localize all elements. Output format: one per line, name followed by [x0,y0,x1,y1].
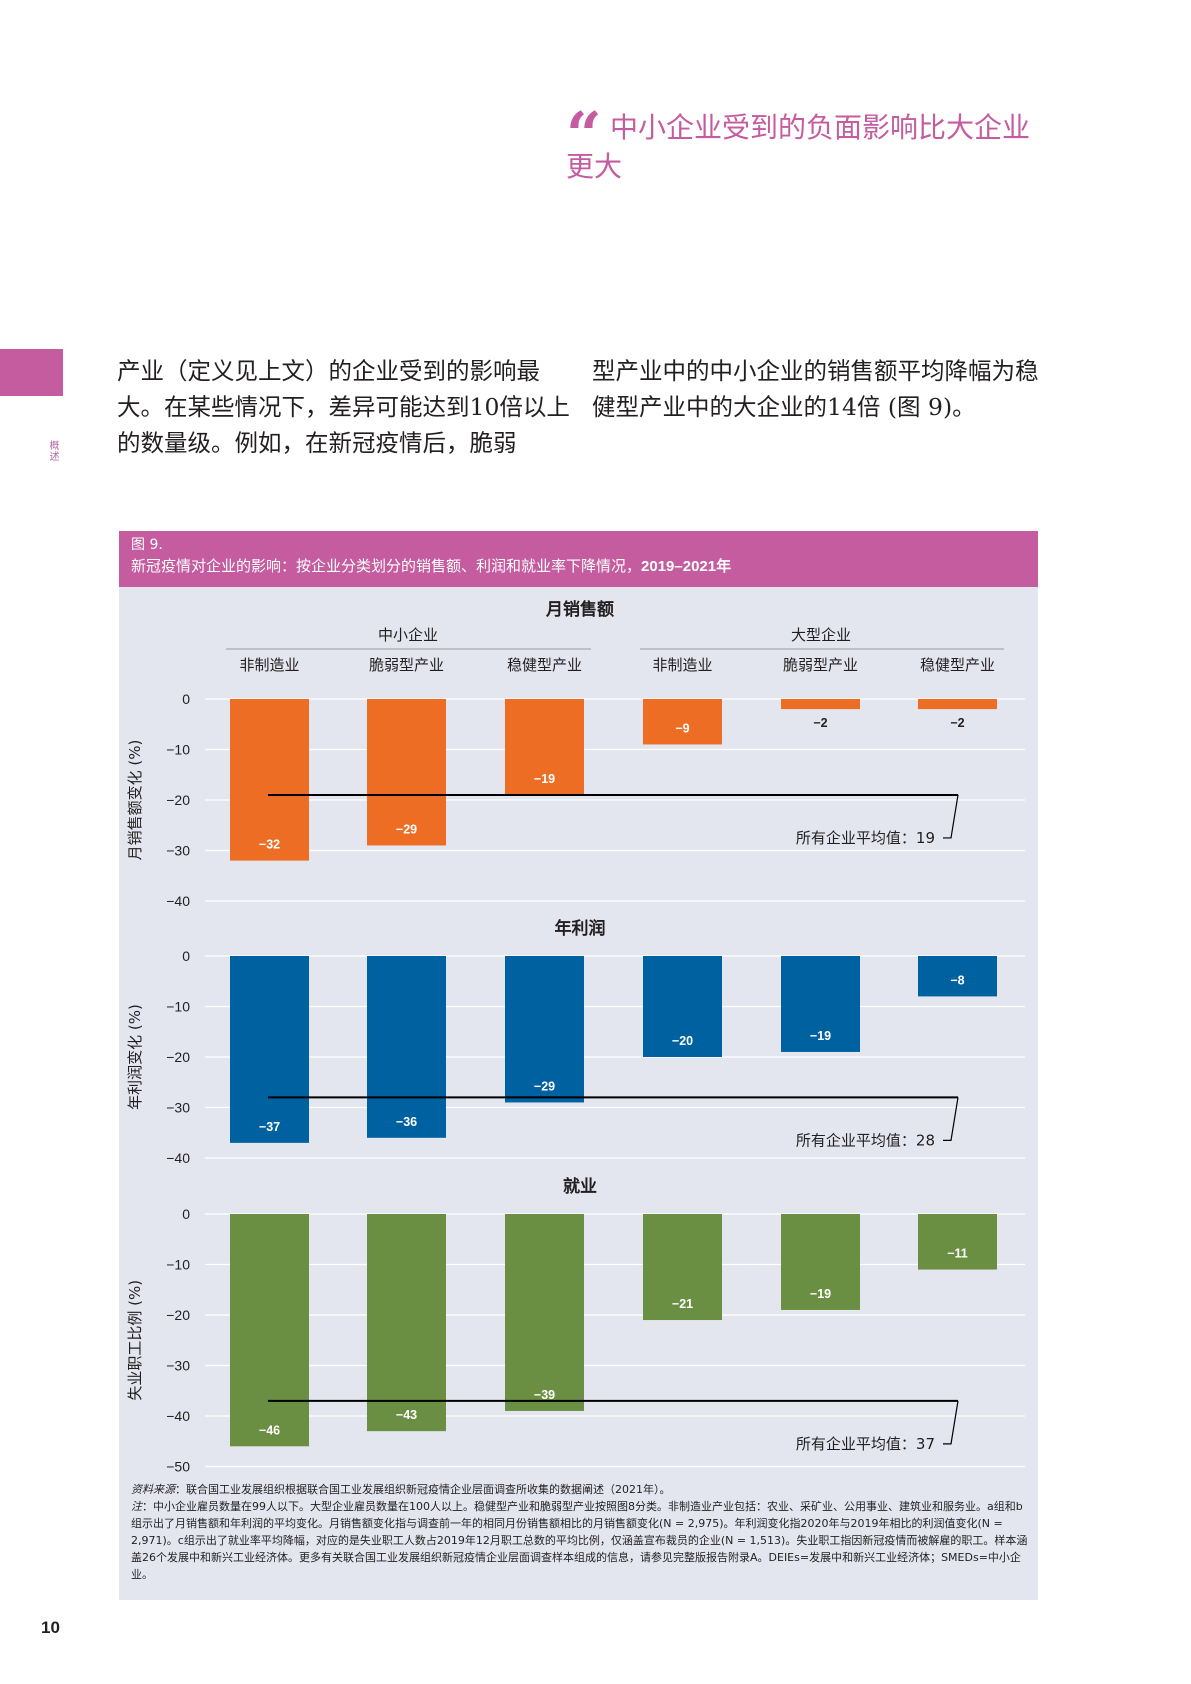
figure-header: 图 9. 新冠疫情对企业的影响：按企业分类划分的销售额、利润和就业率下降情况，2… [119,531,1038,587]
y-tick-label: −40 [166,893,190,909]
bar [781,699,860,710]
y-tick-label: 0 [182,948,190,964]
source-label: 资料来源 [131,1483,175,1496]
panel-title: 年利润 [555,918,606,939]
bar [781,1214,860,1310]
y-tick-label: −40 [166,1408,190,1424]
data-label: −36 [396,1115,417,1129]
average-label: 所有企业平均值：37 [796,1435,935,1453]
pull-quote-text: 中小企业受到的负面影响比大企业更大 [566,111,1031,183]
y-axis-label: 月销售额变化 (%) [126,740,144,861]
body-column-1: 产业（定义见上文）的企业受到的影响最大。在某些情况下，差异可能达到10倍以上的数… [117,357,570,457]
y-tick-label: −20 [166,1307,190,1323]
y-tick-label: 0 [182,691,190,707]
y-tick-label: −40 [166,1150,190,1166]
y-tick-label: −50 [166,1459,190,1475]
data-label: −43 [396,1408,417,1422]
average-label: 所有企业平均值：28 [796,1131,935,1149]
average-leader [943,794,959,839]
data-label: −29 [396,822,417,836]
average-label: 所有企业平均值：19 [796,829,935,847]
bar [367,1214,446,1432]
bar [230,699,309,861]
bar [781,956,860,1052]
y-tick-label: −10 [166,1257,190,1273]
y-tick-label: −20 [166,1049,190,1065]
data-label: −2 [950,716,964,730]
body-column-2: 型产业中的中小企业的销售额平均降幅为稳健型产业中的大企业的14倍 (图 9)。 [592,357,1039,421]
category-label: 稳健型产业 [507,656,582,674]
category-label: 脆弱型产业 [369,656,444,674]
data-label: −9 [675,721,689,735]
data-label: −29 [534,1079,555,1093]
figure-number: 图 9. [131,537,163,553]
bar [505,956,584,1103]
bar [367,699,446,846]
panel-title: 就业 [563,1176,597,1197]
bar [230,956,309,1143]
bar [505,699,584,795]
note-label: 注 [131,1500,142,1513]
group-label-large: 大型企业 [791,626,851,644]
y-tick-label: −30 [166,1100,190,1116]
data-label: −19 [534,772,555,786]
data-label: −2 [813,716,827,730]
group-label-sme: 中小企业 [378,626,438,644]
category-label: 稳健型产业 [920,656,995,674]
category-label: 脆弱型产业 [783,656,858,674]
bar [505,1214,584,1411]
bar [367,956,446,1138]
pull-quote: 中小企业受到的负面影响比大企业更大 [566,108,1036,186]
y-tick-label: −30 [166,1358,190,1374]
bar [230,1214,309,1447]
data-label: −19 [810,1029,831,1043]
average-leader [943,1400,959,1445]
data-label: −37 [259,1120,280,1134]
average-leader [943,1097,959,1142]
bar [643,956,722,1057]
data-label: −8 [950,973,964,987]
y-axis-label: 失业职工比例 (%) [126,1280,144,1401]
data-label: −39 [534,1388,555,1402]
y-tick-label: −10 [166,742,190,758]
data-label: −11 [947,1247,968,1261]
figure-title-prefix: 新冠疫情对企业的影响：按企业分类划分的销售额、利润和就业率下降情况， [131,557,642,575]
data-label: −21 [672,1297,693,1311]
bar [918,956,997,997]
category-label: 非制造业 [652,656,712,674]
section-label: 概述 [47,440,58,462]
figure-notes: 资料来源：联合国工业发展组织根据联合国工业发展组织新冠疫情企业层面调查所收集的数… [131,1481,1031,1583]
figure-title-years: 2019–2021年 [641,558,732,575]
bar [643,699,722,745]
data-label: −19 [810,1287,831,1301]
y-tick-label: −20 [166,792,190,808]
y-tick-label: −30 [166,843,190,859]
panel-title: 月销售额 [545,599,614,620]
bar [918,1214,997,1270]
source-text: ：联合国工业发展组织根据联合国工业发展组织新冠疫情企业层面调查所收集的数据阐述（… [175,1483,671,1496]
quote-mark: “ [566,98,602,171]
data-label: −20 [672,1034,693,1048]
section-tab [0,349,63,396]
data-label: −32 [259,838,280,852]
data-label: −46 [259,1423,280,1437]
category-label: 非制造业 [239,656,299,674]
bar [918,699,997,710]
bar [643,1214,722,1321]
y-tick-label: −10 [166,999,190,1015]
page-number: 10 [41,1618,60,1637]
y-axis-label: 年利润变化 (%) [126,1004,144,1110]
y-tick-label: 0 [182,1206,190,1222]
figure-title: 新冠疫情对企业的影响：按企业分类划分的销售额、利润和就业率下降情况，2019–2… [131,555,1026,578]
note-text: ：中小企业雇员数量在99人以下。大型企业雇员数量在100人以上。稳健型产业和脆弱… [131,1500,1028,1581]
